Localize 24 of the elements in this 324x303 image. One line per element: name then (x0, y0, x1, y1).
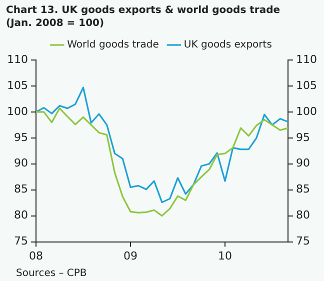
source-note: Sources – CPB (15, 267, 88, 281)
y-tick-label: 100 (6, 104, 28, 118)
y2-tick-label: 100 (296, 104, 318, 118)
y-tick-label: 105 (6, 78, 28, 92)
chart-subtitle: (Jan. 2008 = 100) (6, 17, 106, 30)
y-tick-label: 80 (14, 208, 28, 222)
x-tick-label: 08 (28, 249, 43, 262)
y2-tick-label: 75 (296, 234, 310, 248)
legend-label: World goods trade (67, 40, 159, 51)
y2-tick-label: 85 (296, 182, 310, 196)
y2-tick-label: 95 (296, 130, 310, 144)
y2-tick-label: 105 (296, 78, 318, 92)
y-tick-label: 110 (6, 52, 28, 66)
y-tick-label: 95 (14, 130, 28, 144)
y-tick-label: 75 (14, 234, 28, 248)
y2-tick-label: 110 (296, 52, 318, 66)
chart-title: Chart 13. UK goods exports & world goods trade (6, 4, 282, 17)
legend-label: UK goods exports (184, 40, 272, 51)
x-tick-label: 10 (218, 249, 232, 262)
y2-tick-label: 80 (296, 208, 310, 222)
y2-tick-label: 90 (296, 156, 310, 170)
y-tick-label: 85 (14, 182, 28, 196)
y-tick-label: 90 (14, 156, 28, 170)
x-tick-label: 09 (124, 249, 138, 262)
